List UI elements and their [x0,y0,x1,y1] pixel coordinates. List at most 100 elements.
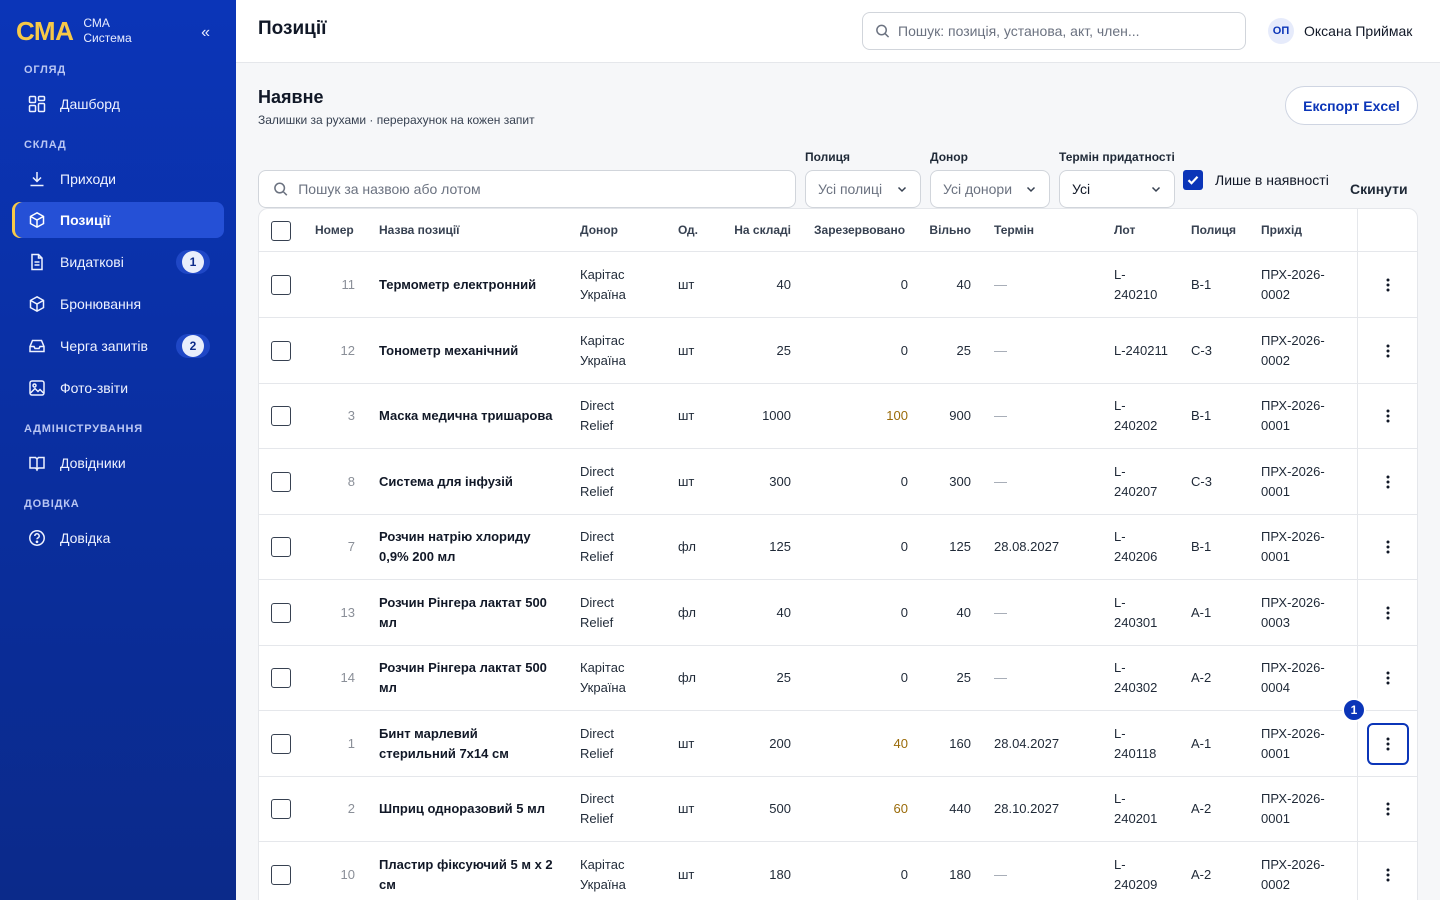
sidebar-item-dashboard[interactable]: Дашборд [12,86,224,122]
search-icon [876,24,890,38]
unit-cell: шт [678,408,695,423]
row-actions-icon[interactable] [1367,854,1409,896]
row-actions-icon[interactable] [1367,592,1409,634]
box-icon [29,295,45,313]
row-checkbox[interactable] [271,406,291,426]
donor-cell: Direct Relief [580,593,660,633]
table-row[interactable]: 11 Термометр електронний Карітас Україна шт 4… [259,252,1417,318]
column-header[interactable]: Термін [994,223,1035,237]
arrival-cell: ПРХ-2026- 0001 [1261,789,1351,829]
table-row[interactable]: 14 Розчин Рінгера лактат 500 мл Карітас Укра… [259,645,1417,711]
sidebar-item-positions[interactable]: Позиції [12,202,224,238]
row-actions-icon[interactable] [1367,264,1409,306]
reserved-cell: 0 [900,473,908,489]
row-checkbox[interactable] [271,668,291,688]
sidebar-item-expenses[interactable]: Видаткові 1 [12,244,224,280]
row-actions-icon[interactable] [1367,330,1409,372]
column-header[interactable]: На складі [734,223,791,237]
column-header[interactable]: Зарезервовано [814,223,906,237]
row-checkbox[interactable] [271,275,291,295]
shelf-cell: В-1 [1191,408,1212,423]
row-actions-icon[interactable] [1367,788,1409,830]
free-cell: 25 [956,670,971,685]
row-checkbox[interactable] [271,602,291,623]
column-header[interactable]: Номер [315,223,354,237]
unit-cell: фл [678,604,696,620]
cell-line: Шприц одноразовий 5 мл [379,801,545,816]
table-row[interactable]: 1 Бинт марлевий стерильний 7х14 см Direct Re… [259,711,1417,777]
shelf-select[interactable]: Усі полиці [805,170,921,208]
row-checkbox[interactable] [271,537,291,557]
global-search-input[interactable] [898,23,1245,39]
sidebar-item-help[interactable]: Довідка [12,520,224,556]
table-search[interactable] [258,170,796,208]
cell-line: L- [1114,267,1126,282]
item-name: Тонометр механічний [379,341,564,361]
table-row[interactable]: 2 Шприц одноразовий 5 мл Direct Relief шт 500… [259,776,1417,842]
column-header[interactable]: Прихід [1261,223,1302,237]
sidebar-item-reservations[interactable]: Бронювання [12,286,224,322]
table-row[interactable]: 7 Розчин натрію хлориду 0,9% 200 мл Direct R… [259,514,1417,580]
arrival-cell: ПРХ-2026- 0002 [1261,265,1351,305]
row-actions-icon[interactable] [1367,657,1409,699]
collapse-sidebar-button[interactable]: « [201,24,210,41]
donor-cell: Direct Relief [580,789,660,829]
row-checkbox[interactable] [271,864,291,885]
row-checkbox[interactable] [271,471,291,492]
cell-line: ПРХ-2026- [1261,529,1325,544]
table-search-input[interactable] [298,181,795,197]
global-search[interactable] [862,12,1246,50]
cell-line: 0002 [1261,352,1290,368]
sidebar-item-directories[interactable]: Довідники [12,445,224,481]
row-actions-icon[interactable] [1367,395,1409,437]
row-actions-icon[interactable] [1367,526,1409,568]
row-checkbox[interactable] [271,799,291,819]
arrival-cell: ПРХ-2026- 0003 [1261,593,1351,633]
sidebar-item-label: Дашборд [60,96,120,112]
column-header[interactable]: Вільно [929,223,971,237]
donor-cell: Direct Relief [580,724,660,764]
cell-line: см [379,876,396,892]
sidebar-item-photo-reports[interactable]: Фото-звіти [12,370,224,406]
row-checkbox[interactable] [271,733,291,754]
in-stock-toggle[interactable]: Лише в наявності [1183,170,1329,190]
row-checkbox[interactable] [271,340,291,361]
table-row[interactable]: 8 Система для інфузій Direct Relief шт 300 0 30… [259,449,1417,515]
export-excel-button[interactable]: Експорт Excel [1285,86,1418,125]
cell-line: 240302 [1114,680,1158,695]
column-header[interactable]: Полиця [1191,223,1237,237]
in-stock-checkbox[interactable] [1183,170,1203,190]
row-actions-icon[interactable] [1367,461,1409,503]
lot-cell: L- 240202 [1114,396,1184,436]
table-row[interactable]: 13 Розчин Рінгера лактат 500 мл Direct Relie… [259,580,1417,646]
reserved-cell: 40 [893,735,908,751]
stock-cell: 180 [769,866,791,882]
column-header[interactable]: Донор [580,223,618,237]
expiry-select[interactable]: Усі [1059,170,1175,208]
inbox-icon [29,339,45,353]
arrival-cell: ПРХ-2026- 0001 [1261,724,1351,764]
sidebar-item-request-queue[interactable]: Черга запитів 2 [12,328,224,364]
cell-line: ПРХ-2026- [1261,267,1325,282]
cell-line: Розчин натрію хлориду [379,529,531,544]
avatar: ОП [1268,18,1294,44]
free-cell: 900 [949,408,971,423]
table-row[interactable]: 3 Маска медична тришарова Direct Relief шт 10… [259,383,1417,449]
column-header[interactable]: Назва позиції [379,223,460,237]
table-header: Номер Назва позиції Донор Од. На складі … [259,209,1417,252]
donor-select[interactable]: Усі донори [930,170,1050,208]
table-row[interactable]: 12 Тонометр механічний Карітас Україна шт 25 0… [259,318,1417,384]
shelf-cell: В-1 [1191,539,1212,554]
cell-line: Україна [580,876,626,892]
reset-filters-button[interactable]: Скинути [1350,181,1408,197]
cell-line: Пластир фіксуючий 5 м х 2 [379,856,553,872]
row-actions-icon[interactable] [1367,722,1409,765]
column-header[interactable]: Лот [1114,223,1136,237]
column-header[interactable]: Од. [678,223,698,237]
arrival-cell: ПРХ-2026- 0002 [1261,331,1351,371]
user-menu[interactable]: ОП Оксана Приймак [1268,18,1412,44]
sidebar-item-arrivals[interactable]: Приходи [12,161,224,197]
table-row[interactable]: 10 Пластир фіксуючий 5 м х 2 см Карітас Укра… [259,842,1417,900]
cell-line: Relief [580,549,614,564]
select-all-checkbox[interactable] [271,221,291,241]
